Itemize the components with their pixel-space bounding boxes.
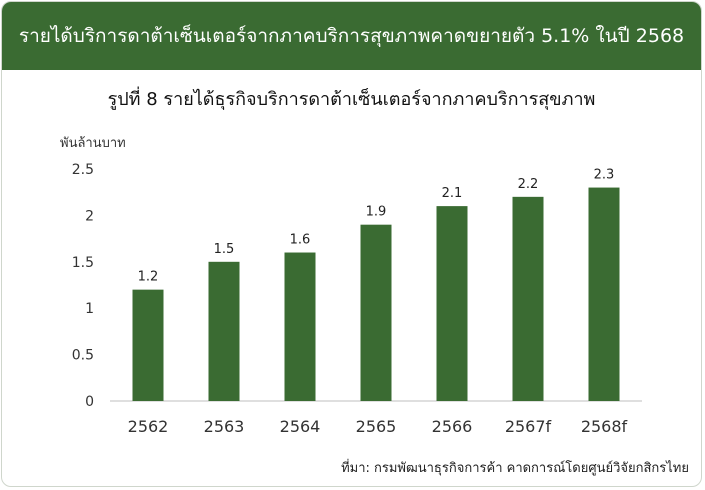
- y-tick-label: 0.5: [72, 348, 94, 364]
- data-label: 2.2: [518, 177, 539, 192]
- x-tick-label: 2563: [204, 417, 245, 436]
- bar: [284, 252, 316, 401]
- bar: [132, 289, 164, 401]
- x-tick-label: 2566: [432, 417, 473, 436]
- y-tick-label: 1: [85, 301, 94, 317]
- y-tick-label: 2: [85, 208, 94, 224]
- data-label: 1.9: [366, 205, 387, 220]
- data-label: 1.5: [214, 242, 235, 257]
- x-tick-label: 2564: [280, 417, 321, 436]
- source-note: ที่มา: กรมพัฒนาธุรกิจการค้า คาดการณ์โดยศ…: [341, 461, 689, 476]
- headline-banner: รายได้บริการดาต้าเซ็นเตอร์จากภาคบริการสุ…: [2, 2, 701, 70]
- headline-text: รายได้บริการดาต้าเซ็นเตอร์จากภาคบริการสุ…: [18, 25, 685, 47]
- bar: [512, 196, 544, 401]
- x-tick-label: 2568f: [581, 417, 628, 436]
- bar: [588, 187, 620, 401]
- x-tick-label: 2567f: [505, 417, 552, 436]
- y-axis-unit-label: พันล้านบาท: [60, 136, 126, 151]
- bar: [360, 224, 392, 401]
- data-label: 2.1: [442, 186, 463, 201]
- x-tick-label: 2562: [128, 417, 169, 436]
- y-tick-label: 1.5: [72, 255, 94, 271]
- data-label: 2.3: [594, 168, 615, 183]
- data-label: 1.6: [290, 233, 311, 248]
- x-tick-label: 2565: [356, 417, 397, 436]
- bar: [208, 261, 240, 401]
- bar: [436, 206, 468, 401]
- y-tick-label: 0: [85, 394, 94, 410]
- chart-title: รูปที่ 8 รายได้ธุรกิจบริการดาต้าเซ็นเตอร…: [107, 89, 596, 110]
- data-label: 1.2: [138, 270, 159, 285]
- y-tick-label: 2.5: [72, 162, 94, 178]
